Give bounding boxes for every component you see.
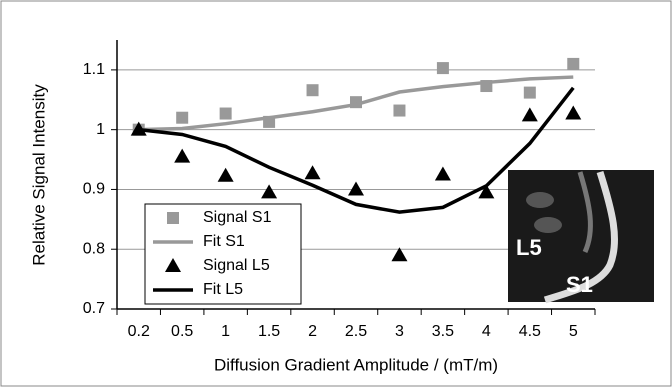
marker (176, 112, 188, 124)
y-tick-label: 1.1 (83, 61, 105, 78)
y-tick-label: 0.7 (83, 300, 105, 317)
chart: Relative Signal Intensity Diffusion Grad… (0, 0, 672, 387)
x-tick-label: 0.5 (171, 323, 193, 340)
legend-label: Fit S1 (203, 233, 245, 250)
y-tick-label: 1 (96, 121, 105, 138)
x-tick-label: 1.5 (258, 323, 280, 340)
marker (437, 62, 449, 74)
y-axis-label: Relative Signal Intensity (29, 84, 48, 266)
marker (567, 58, 579, 70)
marker (220, 108, 232, 120)
y-tick-label: 0.8 (83, 240, 105, 257)
x-tick-label: 5 (569, 323, 578, 340)
marker (393, 105, 405, 117)
x-tick-label: 1 (221, 323, 230, 340)
x-tick-label: 4 (482, 323, 491, 340)
inset-vertebra (526, 192, 554, 208)
inset-label: L5 (516, 235, 542, 260)
x-tick-label: 3.5 (432, 323, 454, 340)
legend-swatch (167, 212, 179, 224)
inset-vertebra (534, 217, 562, 233)
legend-label: Fit L5 (203, 281, 243, 298)
x-tick-label: 3 (395, 323, 404, 340)
inset-image: L5 S1 (508, 170, 654, 302)
marker (524, 87, 536, 99)
x-tick-label: 0.2 (128, 323, 150, 340)
x-axis-label: Diffusion Gradient Amplitude / (mT/m) (214, 355, 498, 374)
inset-label: S1 (566, 272, 593, 297)
marker (307, 84, 319, 96)
legend: Signal S1 Fit S1 Signal L5 Fit L5 (145, 204, 301, 304)
legend-label: Signal L5 (203, 257, 270, 274)
x-tick-label: 4.5 (519, 323, 541, 340)
legend-label: Signal S1 (203, 209, 272, 226)
x-tick-label: 2 (308, 323, 317, 340)
x-tick-label: 2.5 (345, 323, 367, 340)
y-tick-label: 0.9 (83, 181, 105, 198)
